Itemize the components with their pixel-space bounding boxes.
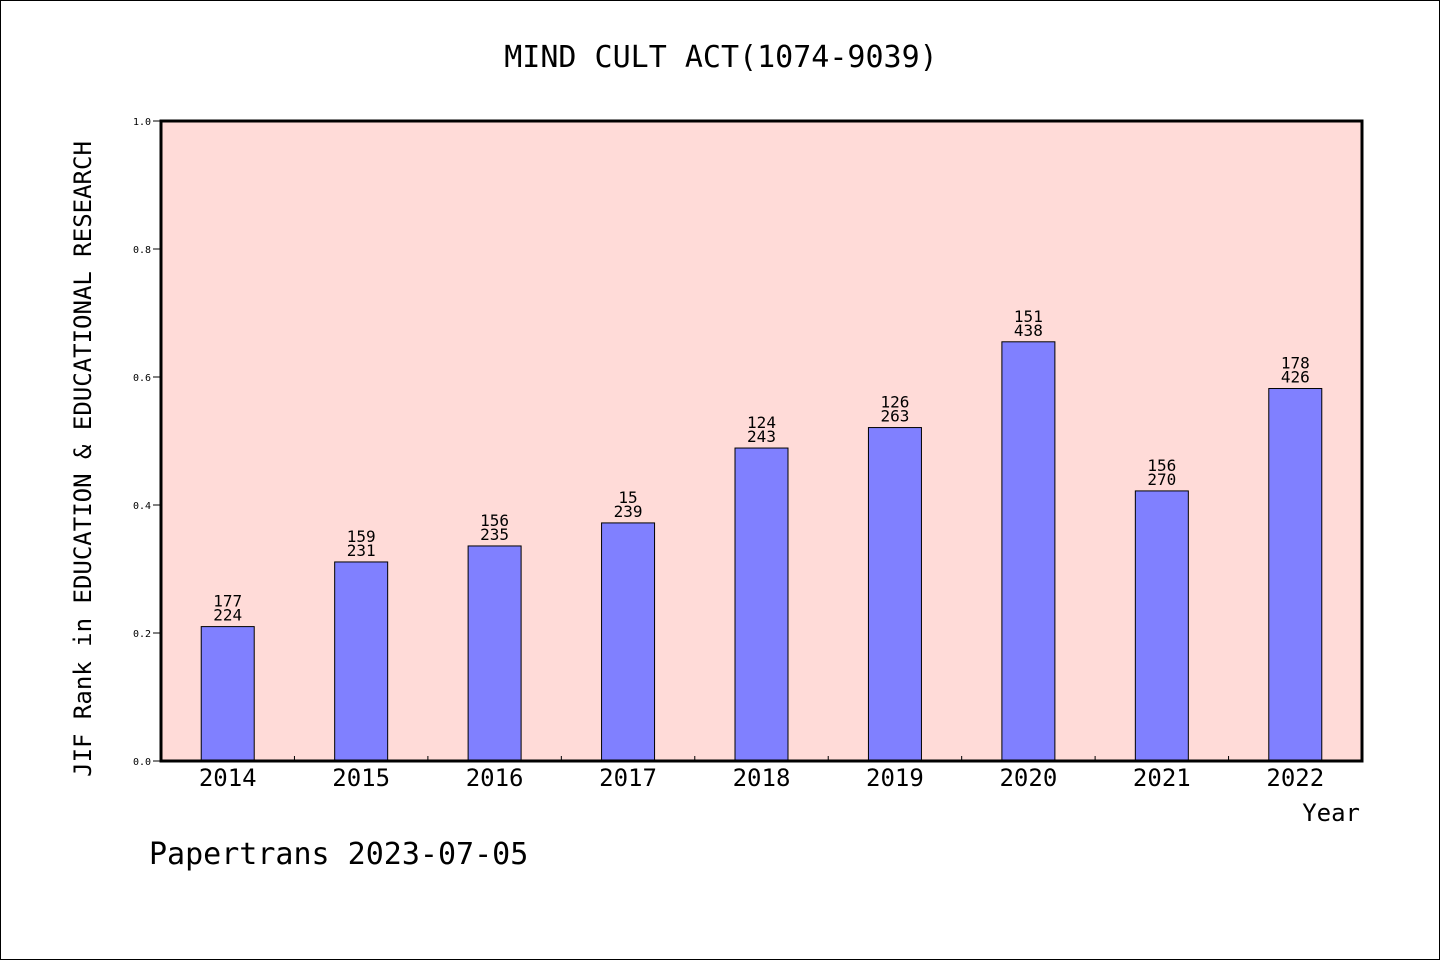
bar-label-rank-2018: 124 bbox=[747, 413, 776, 432]
y-tick-label: 0.0 bbox=[133, 757, 151, 768]
bar-2022 bbox=[1268, 388, 1323, 762]
bar-label-total-2020: 438 bbox=[1014, 321, 1043, 340]
chart-title: MIND CULT ACT(1074-9039) bbox=[504, 40, 937, 75]
x-tick-label-2015: 2015 bbox=[332, 764, 390, 792]
bar-label-rank-2016: 156 bbox=[480, 511, 509, 530]
footer-credit: Papertrans 2023-07-05 bbox=[149, 837, 528, 872]
bar-label-total-2019: 263 bbox=[880, 407, 909, 426]
bar-label-rank-2014: 177 bbox=[213, 592, 242, 611]
y-tick-label: 1.0 bbox=[133, 117, 151, 128]
bar-labels-group: 1772241592311562351523912424312626315143… bbox=[213, 307, 1309, 625]
bar-label-rank-2017: 15 bbox=[618, 488, 637, 507]
bar-2019 bbox=[867, 427, 922, 762]
y-tick-label: 0.8 bbox=[133, 245, 151, 256]
bar-label-total-2018: 243 bbox=[747, 427, 776, 446]
plot-border bbox=[159, 119, 1364, 763]
x-tick-label-2022: 2022 bbox=[1266, 764, 1324, 792]
bar-label-rank-2021: 156 bbox=[1147, 456, 1176, 475]
x-tick-label-2016: 2016 bbox=[466, 764, 524, 792]
y-axis-label: JIF Rank in EDUCATION & EDUCATIONAL RESE… bbox=[69, 141, 97, 777]
bar-2017 bbox=[601, 522, 656, 762]
x-tick-label-2021: 2021 bbox=[1133, 764, 1191, 792]
bar-label-total-2022: 426 bbox=[1281, 368, 1310, 387]
bar-2018 bbox=[734, 447, 789, 762]
x-axis-ticks: 2014 2015 2016 2017 2018 2019 2020 2021 2022 bbox=[199, 756, 1324, 792]
bar-label-rank-2019: 126 bbox=[880, 393, 909, 412]
bar-2015 bbox=[334, 561, 389, 762]
x-tick-label-2014: 2014 bbox=[199, 764, 257, 792]
x-tick-label-2020: 2020 bbox=[999, 764, 1057, 792]
x-axis-label: Year bbox=[1302, 799, 1360, 827]
bar-2016 bbox=[467, 545, 522, 762]
bar-label-rank-2020: 151 bbox=[1014, 307, 1043, 326]
y-tick-label: 0.4 bbox=[133, 501, 151, 512]
bar-label-total-2014: 224 bbox=[213, 606, 242, 625]
bar-label-total-2015: 231 bbox=[347, 541, 376, 560]
x-tick-label-2018: 2018 bbox=[733, 764, 791, 792]
y-axis-ticks: 0.0 0.2 0.4 0.6 0.8 1.0 bbox=[133, 117, 161, 768]
bar-label-total-2016: 235 bbox=[480, 525, 509, 544]
x-tick-label-2017: 2017 bbox=[599, 764, 657, 792]
bar-2021 bbox=[1134, 490, 1189, 762]
bar-label-total-2017: 239 bbox=[614, 502, 643, 521]
bar-label-rank-2015: 159 bbox=[347, 527, 376, 546]
y-tick-label: 0.6 bbox=[133, 373, 151, 384]
bar-2014 bbox=[200, 626, 255, 762]
bar-label-total-2021: 270 bbox=[1147, 470, 1176, 489]
bar-label-rank-2022: 178 bbox=[1281, 354, 1310, 373]
bar-2020 bbox=[1001, 341, 1056, 762]
y-tick-label: 0.2 bbox=[133, 629, 151, 640]
bars-group bbox=[200, 341, 1323, 762]
x-tick-label-2019: 2019 bbox=[866, 764, 924, 792]
